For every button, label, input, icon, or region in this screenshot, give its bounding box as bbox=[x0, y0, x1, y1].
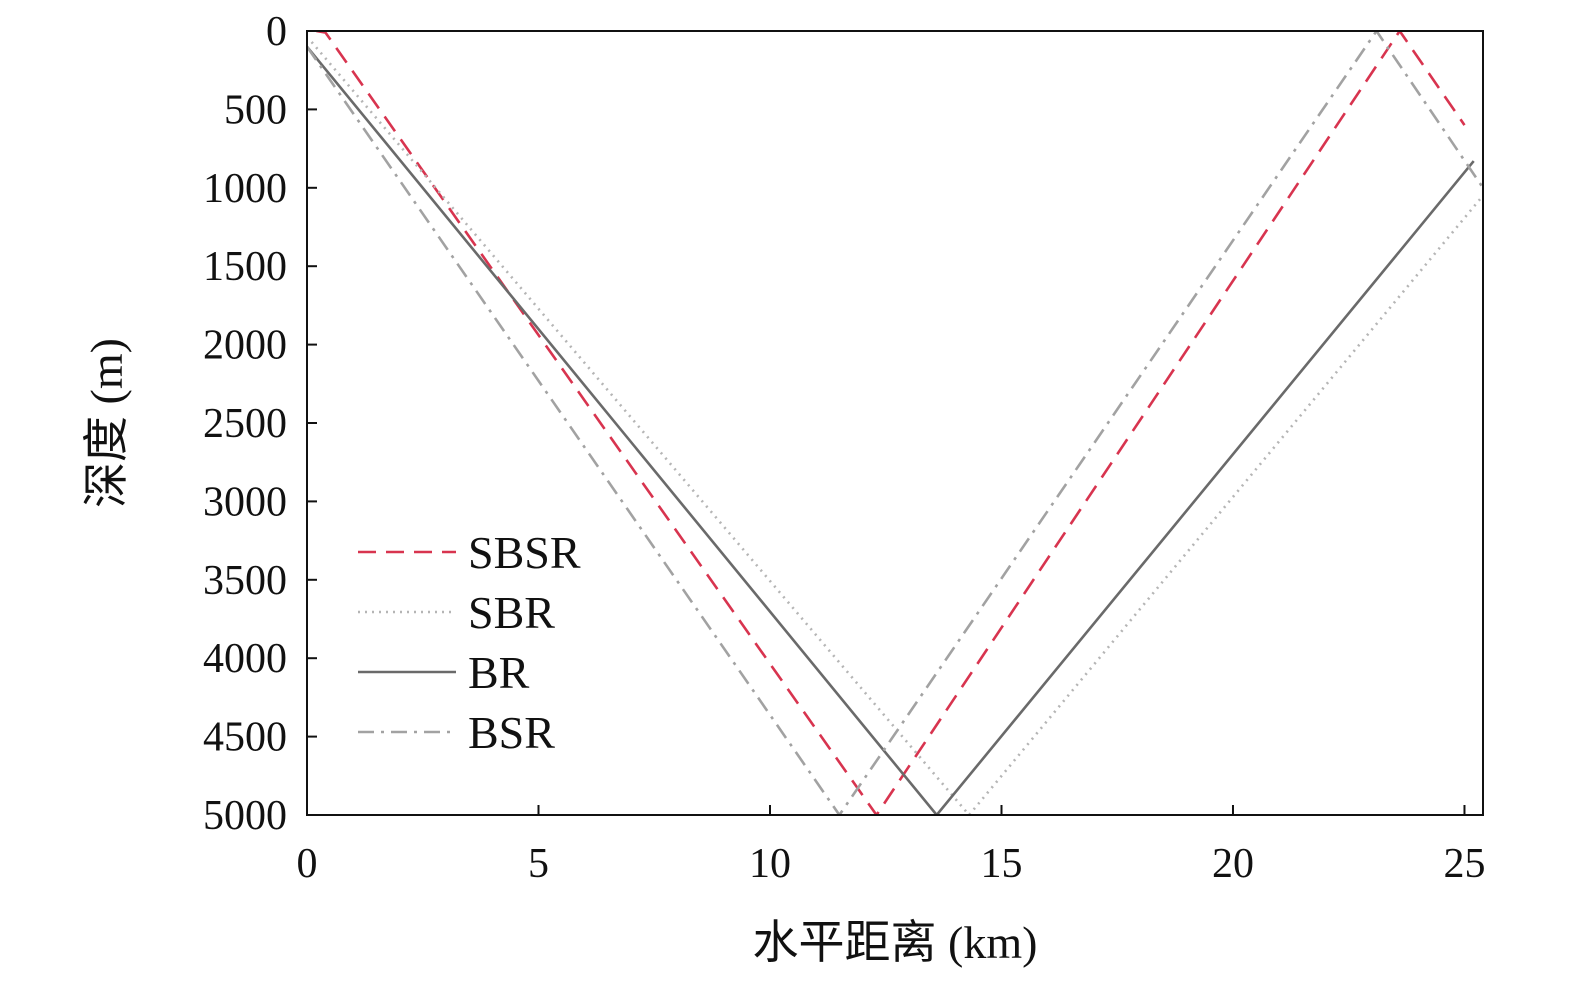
series-line-bsr bbox=[307, 31, 1483, 815]
y-tick-label: 4000 bbox=[203, 636, 287, 682]
series-line-sbr bbox=[310, 41, 1483, 815]
legend-label-sbsr: SBSR bbox=[468, 527, 581, 578]
y-tick-label: 2000 bbox=[203, 323, 287, 369]
y-tick-label: 1500 bbox=[203, 244, 287, 290]
y-axis-title: 深度 (m) bbox=[81, 338, 132, 508]
legend: SBSR SBR BR BSR bbox=[358, 527, 581, 758]
legend-label-br: BR bbox=[468, 647, 530, 698]
series-layer bbox=[307, 31, 1483, 815]
y-tick-label: 3000 bbox=[203, 479, 287, 525]
y-tick-label: 5000 bbox=[203, 793, 287, 839]
series-line-br bbox=[307, 45, 1475, 815]
x-tick-label: 5 bbox=[528, 841, 549, 887]
x-tick-label: 15 bbox=[980, 841, 1022, 887]
y-axis: 0 500 1000 1500 2000 2500 3000 3500 4000 4500 5000 bbox=[203, 9, 317, 839]
y-tick-label: 0 bbox=[266, 9, 287, 55]
y-tick-label: 1000 bbox=[203, 166, 287, 212]
series-line-sbsr bbox=[316, 31, 1466, 815]
legend-label-bsr: BSR bbox=[468, 707, 555, 758]
x-tick-label: 10 bbox=[749, 841, 791, 887]
x-tick-label: 0 bbox=[297, 841, 318, 887]
y-tick-label: 500 bbox=[224, 87, 287, 133]
x-axis-title: 水平距离 (km) bbox=[753, 917, 1038, 968]
x-tick-label: 25 bbox=[1443, 841, 1485, 887]
y-tick-label: 3500 bbox=[203, 558, 287, 604]
y-tick-label: 4500 bbox=[203, 715, 287, 761]
y-tick-label: 2500 bbox=[203, 401, 287, 447]
x-axis: 0 5 10 15 20 25 bbox=[297, 805, 1485, 887]
x-tick-label: 20 bbox=[1212, 841, 1254, 887]
legend-label-sbr: SBR bbox=[468, 587, 555, 638]
